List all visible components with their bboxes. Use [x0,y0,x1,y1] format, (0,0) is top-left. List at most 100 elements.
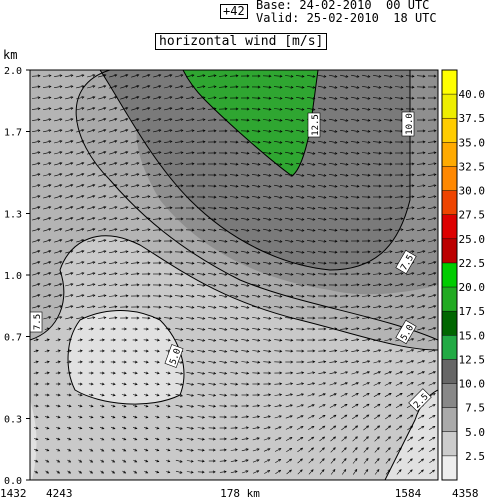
wind-vector [65,151,73,155]
wind-vector-head [279,96,283,100]
wind-vector [229,218,239,220]
wind-vector-head [145,470,149,474]
wind-vector-head [433,327,437,330]
wind-vector-head [399,392,403,396]
wind-vector-head [323,118,327,122]
wind-vector-head [223,459,227,463]
wind-vector [374,436,380,442]
wind-vector-head [235,316,239,320]
wind-vector-head [279,162,283,166]
wind-vector-head [300,415,304,418]
wind-vector-head [35,360,39,364]
wind-vector-head [267,470,271,473]
wind-vector-head [377,392,381,396]
wind-vector [373,295,381,297]
wind-vector [328,196,338,198]
wind-vector [318,96,326,100]
wind-vector [154,361,160,363]
wind-vector-head [422,349,426,352]
wind-vector [185,251,195,253]
wind-vector [197,383,205,385]
wind-vector [197,86,205,88]
wind-vector [155,460,159,462]
wind-vector-head [158,129,162,132]
wind-vector-head [235,173,239,177]
wind-vector [186,361,194,363]
wind-vector-head [235,272,239,276]
wind-vector [76,107,84,111]
wind-vector-head [398,447,402,451]
wind-vector-head [37,228,41,231]
wind-vector-head [422,305,426,308]
wind-vector-head [422,217,426,221]
wind-vector [175,448,183,452]
wind-vector [351,306,359,308]
wind-vector [308,469,314,475]
wind-vector-head [134,437,138,441]
wind-vector [262,97,272,99]
wind-vector-head [290,393,294,397]
fill-12-5-region [183,70,318,176]
wind-vector-head [169,239,173,243]
wind-vector-head [334,107,338,111]
wind-vector [87,306,95,308]
wind-vector-head [48,173,52,176]
wind-vector-head [334,140,338,144]
wind-vector-head [334,96,338,100]
wind-vector [163,185,173,187]
wind-vector-head [268,107,272,111]
wind-vector-head [90,327,94,331]
wind-vector-head [190,448,194,452]
wind-vector-head [378,173,382,177]
wind-vector-head [156,349,160,353]
wind-vector-head [246,173,250,177]
wind-vector [87,272,95,276]
wind-vector-head [389,184,393,188]
wind-vector-head [399,436,402,440]
wind-vector [76,184,84,188]
wind-vector-head [179,415,183,419]
wind-vector-head [169,272,173,276]
wind-vector-head [136,162,140,165]
wind-vector [163,295,173,297]
y-tick-label: 0.3 [4,415,22,426]
x-tick-label: 178 km [220,487,260,499]
wind-vector [340,404,348,408]
wind-vector [385,425,391,431]
wind-vector-head [268,118,272,122]
wind-vector [132,405,138,407]
wind-vector-head [158,294,162,298]
wind-vector [296,140,304,144]
wind-vector [350,284,360,286]
wind-vector [142,85,150,89]
wind-vector [296,151,304,155]
wind-vector-head [59,173,63,176]
wind-vector [218,229,228,231]
wind-vector [417,349,425,353]
wind-vector-head [213,195,217,199]
wind-vector-head [387,458,391,462]
wind-vector-head [136,107,140,110]
wind-vector-head [334,74,338,78]
wind-vector-head [158,261,162,265]
wind-speed-fill: 12.5 10.0 7.5 7.5 5.0 5.0 [30,70,438,480]
wind-vector [186,74,194,78]
wind-vector [109,107,117,111]
wind-vector [133,448,137,452]
wind-vector [361,141,371,143]
wind-vector-head [112,327,116,331]
wind-vector [43,294,51,298]
wind-vector [417,338,425,342]
wind-vector-head [400,85,404,89]
wind-vector [329,382,337,386]
wind-vector [362,97,370,99]
wind-vector [109,228,117,232]
wind-vector-head [433,261,437,264]
wind-vector [395,393,403,397]
wind-vector-head [334,162,338,166]
wind-vector [418,436,424,442]
wind-vector [175,74,183,78]
wind-vector [120,206,128,210]
wind-vector-head [268,349,272,353]
wind-vector [66,328,72,330]
